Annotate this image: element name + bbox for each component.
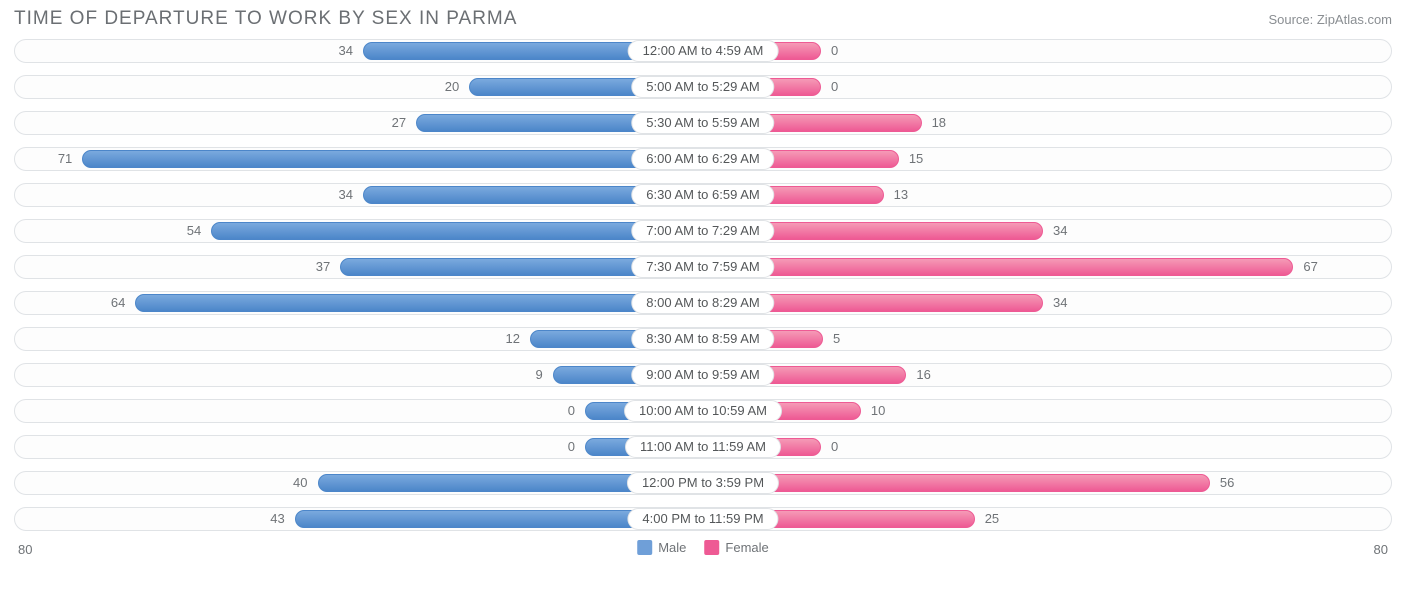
category-label: 10:00 AM to 10:59 AM — [624, 400, 782, 422]
value-male: 20 — [14, 78, 467, 96]
chart-row: 54 34 7:00 AM to 7:29 AM — [14, 214, 1392, 248]
chart-row: 0 10 10:00 AM to 10:59 AM — [14, 394, 1392, 428]
value-female: 13 — [886, 186, 908, 204]
bar-female — [699, 258, 1293, 276]
legend: Male Female — [637, 540, 769, 555]
category-label: 12:00 PM to 3:59 PM — [627, 472, 779, 494]
value-female: 0 — [823, 42, 838, 60]
chart-row: 37 67 7:30 AM to 7:59 AM — [14, 250, 1392, 284]
chart-row: 64 34 8:00 AM to 8:29 AM — [14, 286, 1392, 320]
value-male: 71 — [14, 150, 80, 168]
value-female: 67 — [1295, 258, 1317, 276]
source-label: Source: ZipAtlas.com — [1268, 12, 1392, 27]
chart-row: 20 0 5:00 AM to 5:29 AM — [14, 70, 1392, 104]
value-female: 56 — [1212, 474, 1234, 492]
value-female: 5 — [825, 330, 840, 348]
value-female: 15 — [901, 150, 923, 168]
value-male: 54 — [14, 222, 209, 240]
category-label: 5:30 AM to 5:59 AM — [631, 112, 774, 134]
value-female: 0 — [823, 78, 838, 96]
chart-row: 27 18 5:30 AM to 5:59 AM — [14, 106, 1392, 140]
value-female: 0 — [823, 438, 838, 456]
category-label: 7:30 AM to 7:59 AM — [631, 256, 774, 278]
value-male: 0 — [14, 438, 583, 456]
value-male: 43 — [14, 510, 293, 528]
legend-label-male: Male — [658, 540, 686, 555]
value-male: 0 — [14, 402, 583, 420]
category-label: 6:00 AM to 6:29 AM — [631, 148, 774, 170]
bar-male — [82, 150, 707, 168]
chart-row: 12 5 8:30 AM to 8:59 AM — [14, 322, 1392, 356]
chart-footer: 80 Male Female 80 — [14, 540, 1392, 568]
category-label: 8:00 AM to 8:29 AM — [631, 292, 774, 314]
value-female: 10 — [863, 402, 885, 420]
chart-row: 34 13 6:30 AM to 6:59 AM — [14, 178, 1392, 212]
chart-row: 9 16 9:00 AM to 9:59 AM — [14, 358, 1392, 392]
value-female: 25 — [977, 510, 999, 528]
chart-row: 43 25 4:00 PM to 11:59 PM — [14, 502, 1392, 536]
value-male: 64 — [14, 294, 133, 312]
chart-row: 0 0 11:00 AM to 11:59 AM — [14, 430, 1392, 464]
chart-row: 34 0 12:00 AM to 4:59 AM — [14, 34, 1392, 68]
chart-row: 40 56 12:00 PM to 3:59 PM — [14, 466, 1392, 500]
value-male: 12 — [14, 330, 528, 348]
value-female: 34 — [1045, 294, 1067, 312]
value-male: 9 — [14, 366, 551, 384]
category-label: 5:00 AM to 5:29 AM — [631, 76, 774, 98]
axis-right-max: 80 — [1374, 542, 1388, 557]
legend-item-male: Male — [637, 540, 686, 555]
value-male: 40 — [14, 474, 316, 492]
category-label: 11:00 AM to 11:59 AM — [625, 436, 781, 458]
value-female: 18 — [924, 114, 946, 132]
legend-swatch-female — [704, 540, 719, 555]
value-male: 27 — [14, 114, 414, 132]
axis-left-max: 80 — [18, 542, 32, 557]
value-female: 16 — [908, 366, 930, 384]
chart-row: 71 15 6:00 AM to 6:29 AM — [14, 142, 1392, 176]
value-male: 34 — [14, 186, 361, 204]
legend-item-female: Female — [704, 540, 768, 555]
category-label: 8:30 AM to 8:59 AM — [631, 328, 774, 350]
value-male: 37 — [14, 258, 338, 276]
category-label: 4:00 PM to 11:59 PM — [627, 508, 778, 530]
value-female: 34 — [1045, 222, 1067, 240]
legend-label-female: Female — [725, 540, 768, 555]
category-label: 6:30 AM to 6:59 AM — [631, 184, 774, 206]
category-label: 12:00 AM to 4:59 AM — [628, 40, 779, 62]
chart-area: 34 0 12:00 AM to 4:59 AM 20 0 5:00 AM to 5:29… — [0, 34, 1406, 536]
legend-swatch-male — [637, 540, 652, 555]
category-label: 9:00 AM to 9:59 AM — [631, 364, 774, 386]
chart-title: TIME OF DEPARTURE TO WORK BY SEX IN PARM… — [14, 8, 517, 30]
value-male: 34 — [14, 42, 361, 60]
category-label: 7:00 AM to 7:29 AM — [631, 220, 774, 242]
bar-male — [135, 294, 707, 312]
